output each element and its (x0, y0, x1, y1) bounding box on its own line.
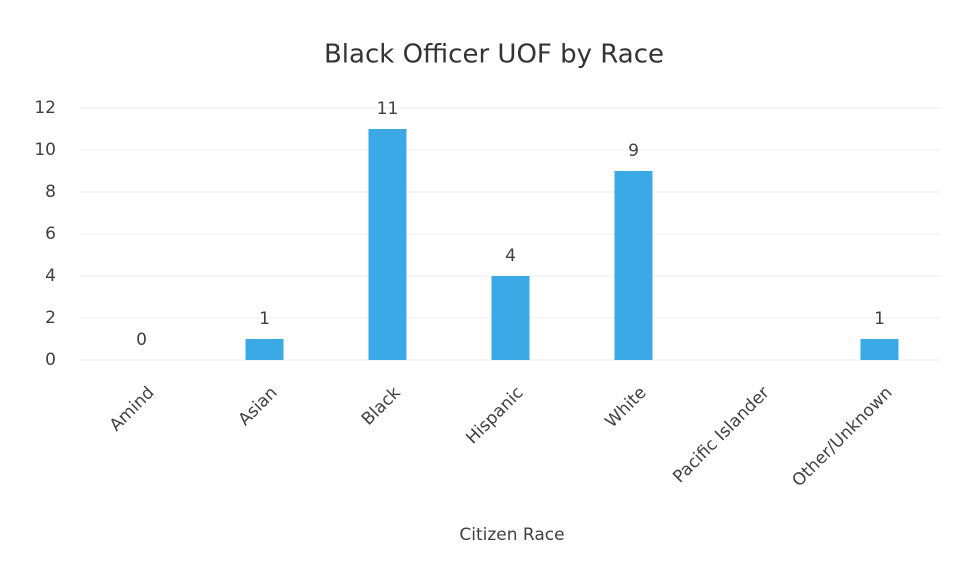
y-tick-label: 4 (45, 266, 56, 286)
y-tick-label: 10 (34, 140, 56, 160)
y-tick-label: 12 (34, 98, 56, 118)
chart-title: Black Officer UOF by Race (324, 40, 664, 70)
data-label: 11 (377, 99, 399, 119)
bar (860, 339, 899, 360)
y-tick-label: 6 (45, 224, 56, 244)
data-label: 1 (259, 309, 270, 329)
bar (614, 171, 653, 360)
bar (368, 129, 407, 360)
data-label: 4 (505, 246, 516, 266)
y-tick-label: 2 (45, 308, 56, 328)
x-axis-label: Citizen Race (459, 525, 564, 545)
y-tick-label: 8 (45, 182, 56, 202)
data-label: 1 (874, 309, 885, 329)
data-label: 0 (136, 330, 147, 350)
bar (491, 276, 530, 360)
bar (245, 339, 284, 360)
y-tick-label: 0 (45, 350, 56, 370)
data-label: 9 (628, 141, 639, 161)
